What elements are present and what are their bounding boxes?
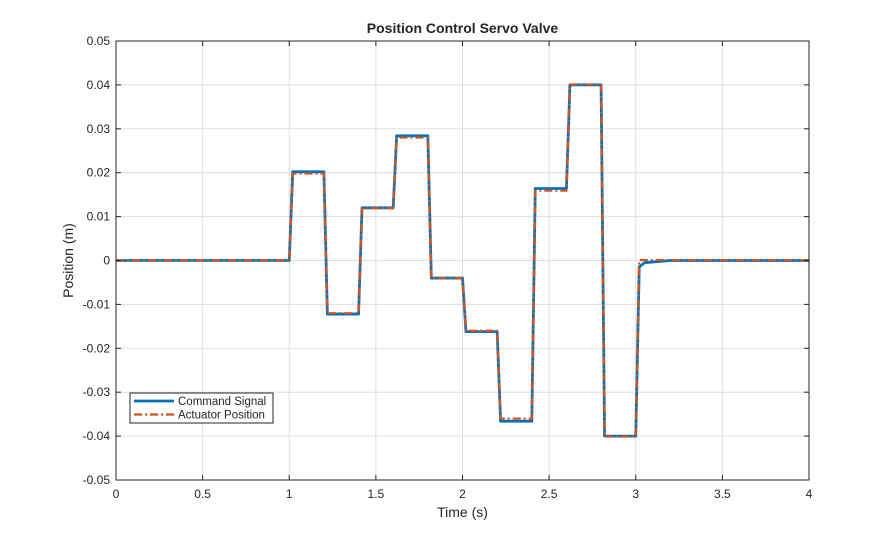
- x-tick-label: 3: [632, 487, 639, 501]
- x-tick-label: 2: [459, 487, 466, 501]
- legend-label-actuator-position: Actuator Position: [178, 410, 265, 422]
- y-tick-label: 0.03: [87, 122, 111, 136]
- chart-title: Position Control Servo Valve: [367, 20, 559, 36]
- x-tick-label: 0.5: [194, 487, 211, 501]
- y-tick-label: 0.04: [87, 78, 111, 92]
- legend-box: [129, 392, 274, 424]
- series-layer: [116, 83, 809, 438]
- y-tick-label: 0.02: [87, 166, 111, 180]
- x-tick-label: 4: [806, 487, 813, 501]
- legend-label-command-signal: Command Signal: [178, 396, 266, 408]
- y-tick-label: 0.01: [87, 210, 111, 224]
- x-tick-label: 0: [113, 487, 120, 501]
- x-tick-label: 3.5: [714, 487, 731, 501]
- x-axis-label: Time (s): [437, 504, 488, 520]
- x-tick-label: 1.5: [368, 487, 385, 501]
- y-tick-label: 0.05: [87, 34, 111, 48]
- y-tick-label: 0: [103, 254, 110, 268]
- y-tick-label: -0.01: [83, 297, 111, 311]
- y-tick-label: -0.03: [83, 385, 111, 399]
- x-tick-label: 1: [286, 487, 293, 501]
- x-tick-label: 2.5: [541, 487, 558, 501]
- series-line-actuator-position: [116, 83, 809, 438]
- y-tick-label: -0.02: [83, 341, 111, 355]
- ticks: 0 0.5 1 1.5 2 2.5 3 3.5 40.050.040.030.020.010-0…: [83, 34, 813, 501]
- y-tick-label: -0.05: [83, 473, 111, 487]
- y-axis-label: Position (m): [60, 223, 76, 298]
- y-tick-label: -0.04: [83, 429, 111, 443]
- legend: Command Signal Actuator Position: [129, 392, 274, 424]
